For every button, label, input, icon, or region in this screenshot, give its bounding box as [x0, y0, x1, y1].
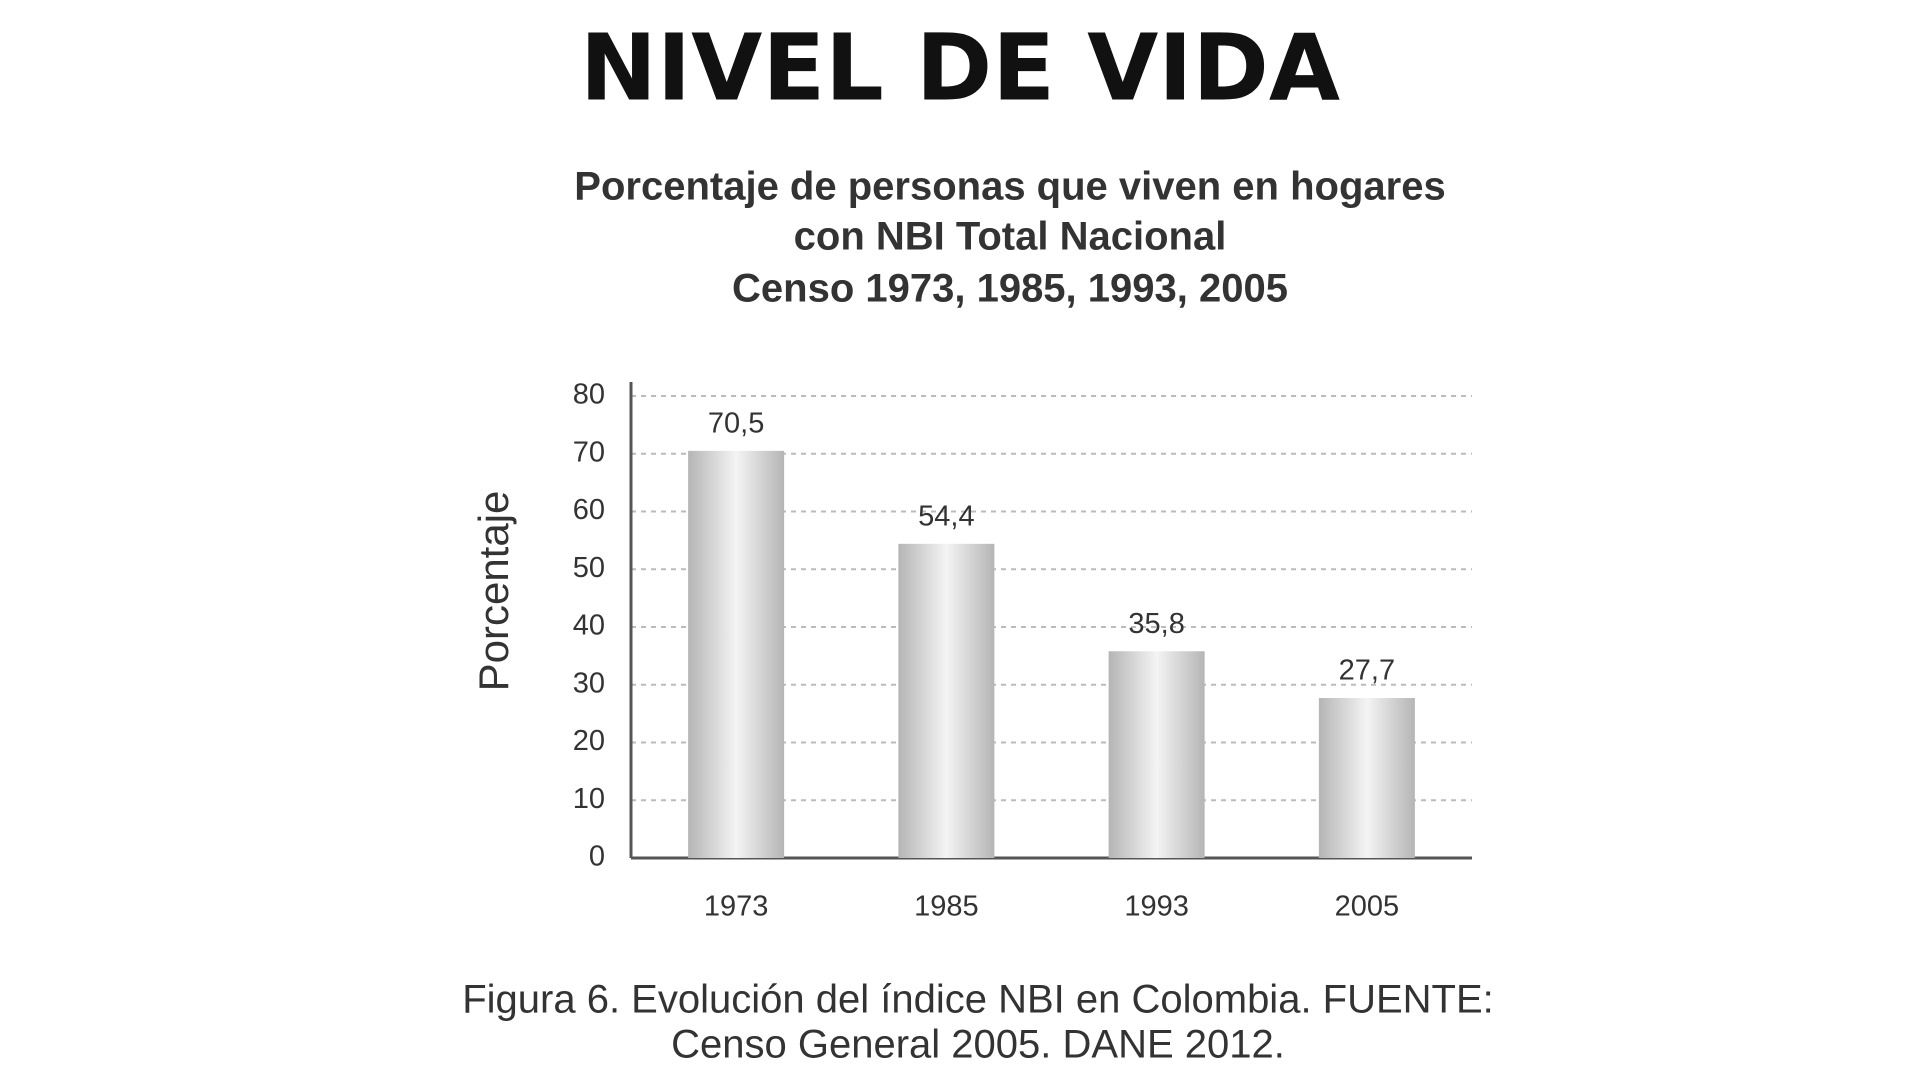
- chart-title: Porcentaje de personas que viven en hoga…: [574, 165, 1445, 209]
- bar: [898, 543, 995, 858]
- y-tick-label: 20: [573, 725, 605, 757]
- y-tick-label: 40: [573, 610, 605, 642]
- x-tick-label: 1973: [704, 891, 769, 923]
- y-tick-label: 60: [573, 494, 605, 526]
- y-tick-label: 50: [573, 552, 605, 584]
- y-tick-label: 70: [573, 436, 605, 468]
- y-axis-label: Porcentaje: [470, 491, 517, 692]
- chart-title: Censo 1973, 1985, 1993, 2005: [732, 267, 1288, 311]
- x-tick-label: 1993: [1124, 891, 1189, 923]
- x-tick-label: 2005: [1335, 891, 1400, 923]
- value-label: 27,7: [1339, 655, 1395, 687]
- value-label: 54,4: [918, 500, 974, 532]
- bar: [1318, 698, 1415, 858]
- y-tick-label: 30: [573, 667, 605, 699]
- y-tick-label: 10: [573, 783, 605, 815]
- value-label: 35,8: [1128, 608, 1184, 640]
- bar: [688, 450, 785, 858]
- page-title: NIVEL DE VIDA: [580, 14, 1340, 121]
- x-tick-label: 1985: [914, 891, 979, 923]
- bar: [1108, 651, 1205, 858]
- chart-title: con NBI Total Nacional: [794, 215, 1227, 259]
- y-tick-label: 0: [589, 841, 605, 873]
- caption: Figura 6. Evolución del índice NBI en Co…: [462, 978, 1494, 1022]
- caption: Censo General 2005. DANE 2012.: [671, 1023, 1285, 1067]
- value-label: 70,5: [708, 408, 764, 440]
- y-tick-label: 80: [573, 379, 605, 411]
